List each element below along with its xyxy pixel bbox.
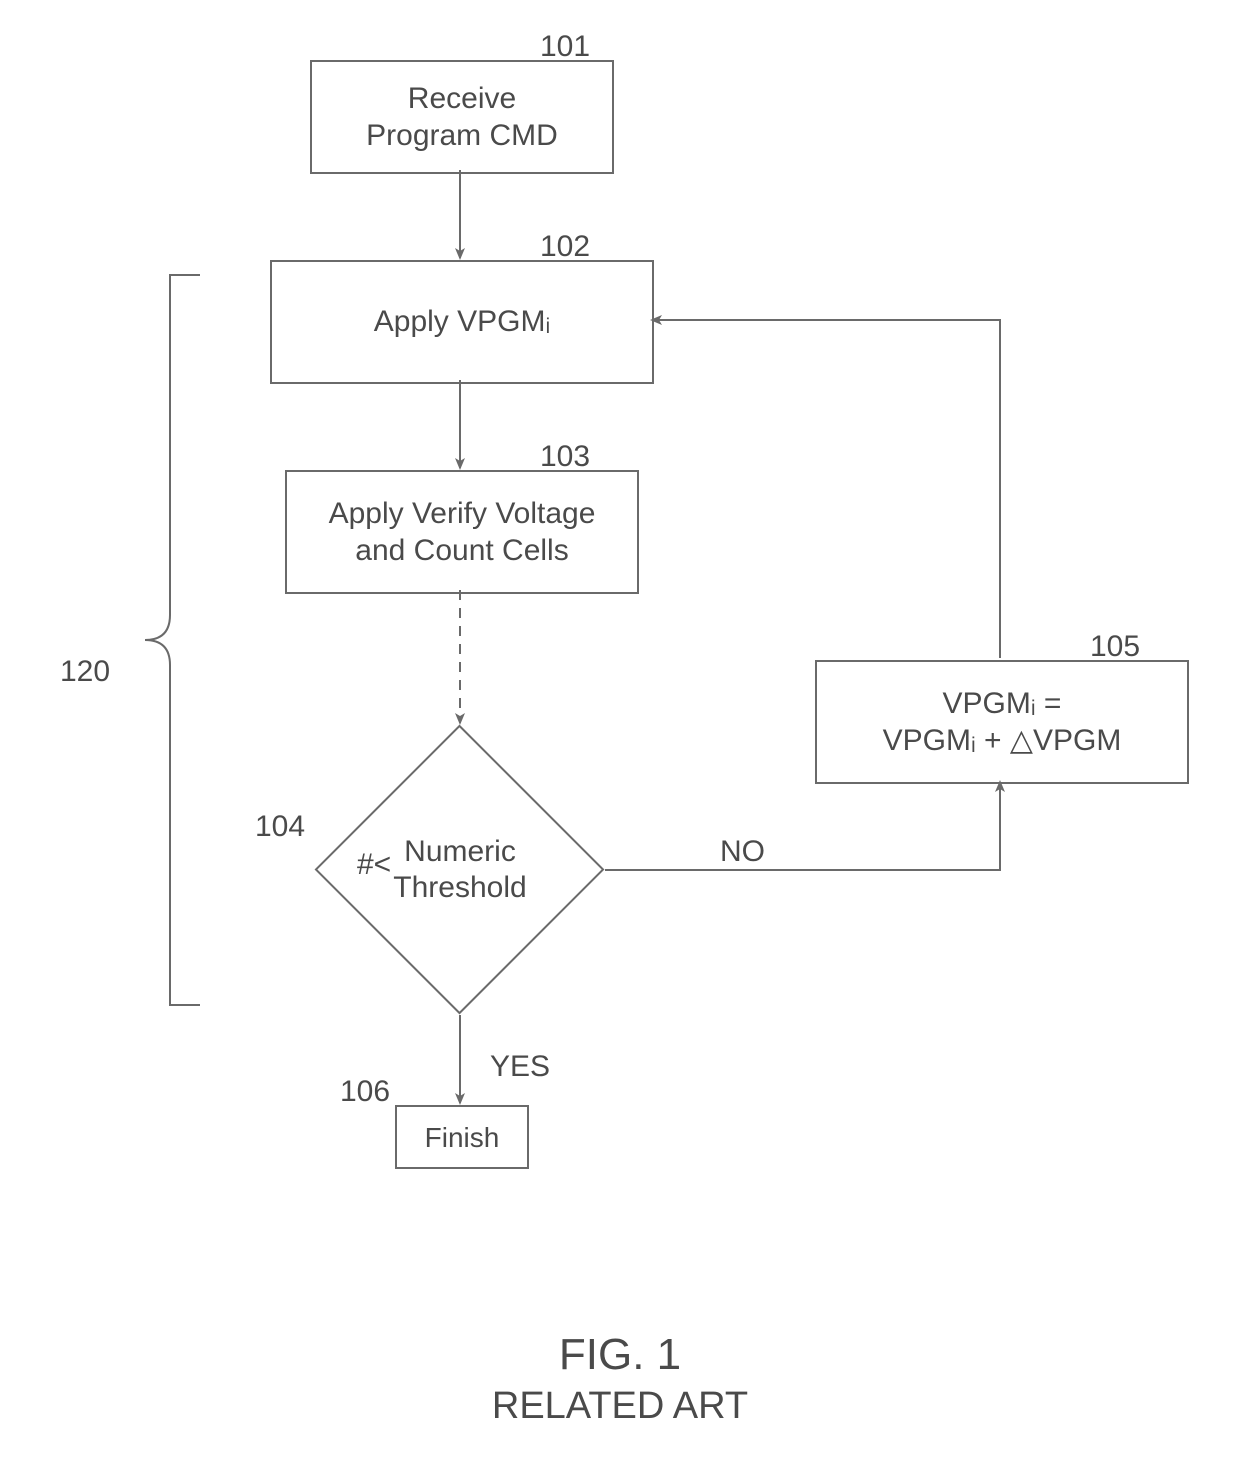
ref-101: 101 [540, 30, 590, 64]
node-finish: Finish [395, 1105, 529, 1169]
ref-106: 106 [340, 1075, 390, 1109]
decision-prefix: #< [357, 847, 391, 883]
decision-text-wrap: #< Numeric Threshold [315, 725, 605, 1015]
node-text: Receive Program CMD [366, 80, 558, 155]
node-apply-vpgm: Apply VPGMᵢ [270, 260, 654, 384]
edge-label-no: NO [720, 835, 765, 869]
node-text: Apply Verify Voltage and Count Cells [329, 495, 596, 570]
brace-label-120: 120 [60, 655, 110, 689]
ref-103: 103 [540, 440, 590, 474]
ref-104: 104 [255, 810, 305, 844]
ref-105: 105 [1090, 630, 1140, 664]
node-receive-program-cmd: Receive Program CMD [310, 60, 614, 174]
node-text: Apply VPGMᵢ [374, 303, 550, 341]
edge-label-yes: YES [490, 1050, 550, 1084]
decision-text: Numeric Threshold [393, 834, 526, 906]
node-text: VPGMᵢ = VPGMᵢ + △VPGM [883, 685, 1122, 760]
node-apply-verify-voltage: Apply Verify Voltage and Count Cells [285, 470, 639, 594]
ref-102: 102 [540, 230, 590, 264]
node-increment-vpgm: VPGMᵢ = VPGMᵢ + △VPGM [815, 660, 1189, 784]
figure-subtitle: RELATED ART [0, 1385, 1240, 1428]
figure-title: FIG. 1 [0, 1330, 1240, 1380]
node-text: Finish [425, 1120, 500, 1155]
flowchart-canvas: Receive Program CMD 101 Apply VPGMᵢ 102 … [0, 0, 1240, 1481]
